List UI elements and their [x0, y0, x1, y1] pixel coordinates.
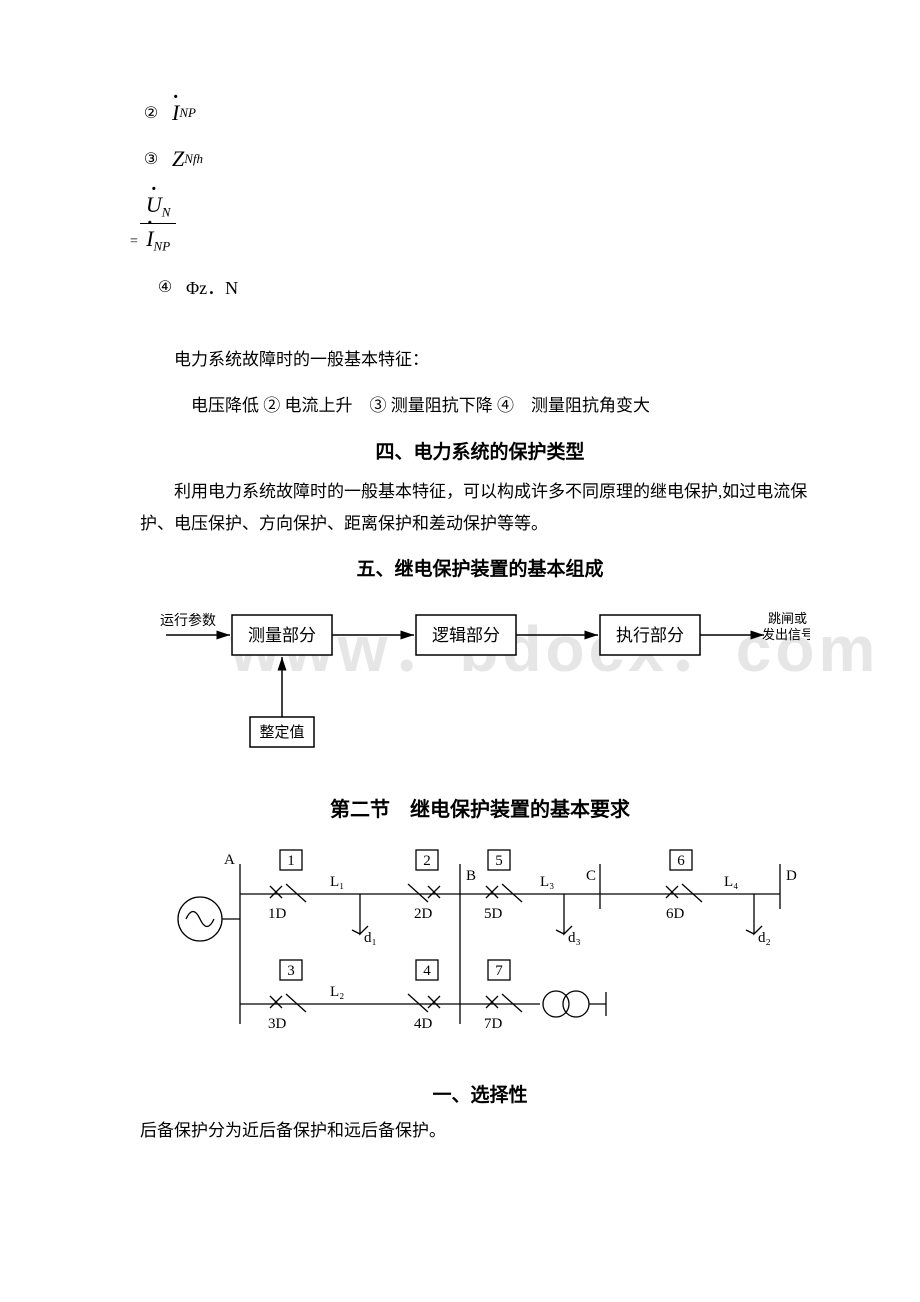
bus-c: C: [586, 868, 596, 884]
frac-num-sub: N: [162, 205, 171, 220]
box1-label: 测量部分: [248, 626, 316, 645]
item-2-var: I: [172, 100, 179, 125]
item-2-sub: NP: [179, 105, 196, 121]
item-4-num: ④: [154, 277, 176, 297]
breaker-4d: 4D: [414, 1016, 433, 1032]
bus-d: D: [786, 868, 797, 884]
box2-label: 逻辑部分: [432, 626, 500, 645]
block-diagram: 运行参数 测量部分 逻辑部分 执行部分 跳闸或 发出信号 整定值: [150, 593, 810, 763]
breaker-3d: 3D: [268, 1016, 287, 1032]
bus-b: B: [466, 868, 476, 884]
box-4: 4: [423, 963, 431, 979]
fault-d1: d₁: [364, 930, 377, 946]
section4-title: 四、电力系统的保护类型: [140, 437, 820, 464]
item-2-num: ②: [140, 103, 162, 123]
set-label: 整定值: [259, 724, 304, 741]
line-l4: L₄: [724, 874, 738, 890]
box-7: 7: [495, 963, 503, 979]
breaker-5d: 5D: [484, 906, 503, 922]
box-6: 6: [677, 853, 685, 869]
box-2: 2: [423, 853, 431, 869]
bus-a: A: [224, 852, 235, 868]
breaker-7d: 7D: [484, 1016, 503, 1032]
fault-line: 电压降低 ② 电流上升 ③ 测量阻抗下降 ④ 测量阻抗角变大: [140, 390, 820, 422]
breaker-1d: 1D: [268, 906, 287, 922]
frac-den-var: I: [146, 226, 153, 251]
input-label: 运行参数: [160, 612, 216, 629]
formula-block: ② INP ③ ZNfh = UN INP ④ Φz．N: [140, 100, 820, 300]
selectivity-title: 一、选择性: [140, 1080, 820, 1107]
item-3-sub: Nfh: [184, 151, 203, 167]
out-label-1: 跳闸或: [768, 611, 807, 626]
frac-den-sub: NP: [154, 238, 171, 253]
fault-title: 电力系统故障时的一般基本特征：: [140, 344, 820, 376]
power-system-diagram: A B C D 1 2 5 6 3 4 7 L₁ L₃ L₄ L₂ 1D 2D …: [160, 834, 800, 1074]
frac-eq: =: [130, 234, 138, 254]
fault-d2: d₂: [758, 930, 771, 946]
section2nd-title: 第二节 继电保护装置的基本要求: [140, 793, 820, 822]
breaker-2d: 2D: [414, 906, 433, 922]
item-4-text: Φz．N: [186, 274, 238, 300]
box-5: 5: [495, 853, 503, 869]
item-3-var: Z: [172, 146, 184, 172]
section5-title: 五、继电保护装置的基本组成: [140, 554, 820, 581]
box-1: 1: [287, 853, 295, 869]
item-3-num: ③: [140, 149, 162, 169]
box3-label: 执行部分: [616, 626, 684, 645]
out-label-2: 发出信号: [762, 627, 810, 642]
line-l1: L₁: [330, 874, 344, 890]
line-l3: L₃: [540, 874, 554, 890]
box-3: 3: [287, 963, 295, 979]
fault-d3: d₃: [568, 930, 581, 946]
backup-note: 后备保护分为近后备保护和远后备保护。: [140, 1115, 820, 1147]
line-l2: L₂: [330, 984, 344, 1000]
section4-body: 利用电力系统故障时的一般基本特征，可以构成许多不同原理的继电保护,如过电流保护、…: [140, 476, 820, 541]
breaker-6d: 6D: [666, 906, 685, 922]
